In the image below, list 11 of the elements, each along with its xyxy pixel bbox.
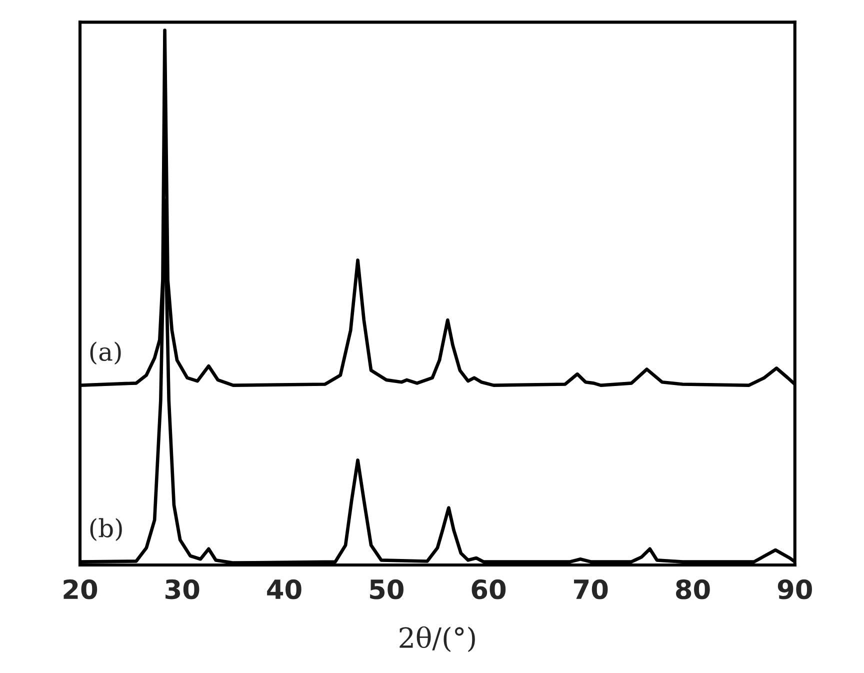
series-label: (b) <box>90 518 122 542</box>
x-tick-label: 20 <box>64 579 98 600</box>
x-tick-label: 60 <box>472 579 506 600</box>
x-axis-title: 2θ/(°) <box>400 626 475 652</box>
x-tick-label: 40 <box>267 579 302 600</box>
series-label: (a) <box>90 342 121 365</box>
x-tick-label: 80 <box>676 579 710 600</box>
x-tick-label: 90 <box>778 579 812 600</box>
x-tick-label: 70 <box>574 579 608 600</box>
x-tick-label: 50 <box>370 579 404 600</box>
x-tick-label: 30 <box>166 579 200 600</box>
